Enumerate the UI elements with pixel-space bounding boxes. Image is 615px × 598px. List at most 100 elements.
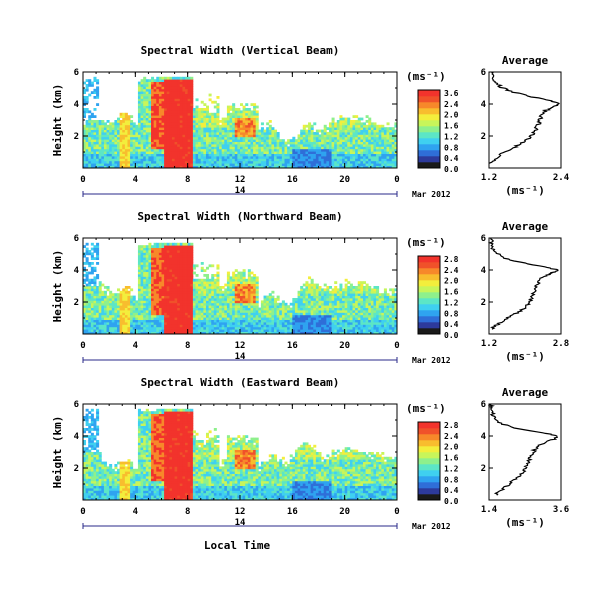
average-profile-line xyxy=(487,403,559,496)
x-tick-label: 16 xyxy=(287,341,298,351)
panel-2: Spectral Width (Northward Beam)0 4 8 12 16 20… xyxy=(51,210,569,365)
colorbar-swatch xyxy=(418,126,440,133)
colorbar-swatch xyxy=(418,476,440,483)
colorbar-swatch xyxy=(418,446,440,453)
y-tick-label: 2 xyxy=(74,132,79,142)
x-tick-label: 4 xyxy=(133,175,139,185)
panel-title: Spectral Width (Northward Beam) xyxy=(137,210,342,223)
colorbar-tick-label: 0.0 xyxy=(444,497,459,506)
colorbar-swatch xyxy=(418,132,440,139)
colorbar-tick-label: 2.8 xyxy=(444,421,459,430)
x-axis-label: Local Time xyxy=(204,539,271,552)
date-bar: 14 xyxy=(82,518,398,529)
panel-1: Spectral Width (Vertical Beam)0 4 8 12 16 20 0… xyxy=(51,44,570,199)
x-tick-label: 12 xyxy=(235,507,246,517)
colorbar-tick-label: 2.4 xyxy=(444,100,459,109)
x-tick-label: 12 xyxy=(235,175,246,185)
colorbar-swatch xyxy=(418,102,440,109)
colorbar-tick-label: 0.4 xyxy=(444,486,459,495)
panel-title: Spectral Width (Vertical Beam) xyxy=(141,44,340,57)
colorbar-tick-label: 1.2 xyxy=(444,298,459,307)
y-tick-label: 6 xyxy=(74,234,79,244)
colorbar-tick-label: 2.4 xyxy=(444,266,459,275)
colorbar-swatch xyxy=(418,488,440,495)
colorbar-swatch xyxy=(418,458,440,465)
colorbar-swatch xyxy=(418,464,440,471)
x-tick-label: 0 xyxy=(394,175,399,185)
x-tick-label: 0 xyxy=(80,341,85,351)
colorbar: (ms⁻¹) 3.6 2.4 2.0 1.61.2 0.8 0.4 0.0 xyxy=(406,70,459,174)
heatmap-cells xyxy=(83,76,398,169)
colorbar-swatch xyxy=(418,108,440,115)
colorbar-tick-label: 2.4 xyxy=(444,432,459,441)
colorbar-swatch xyxy=(418,298,440,305)
y-tick-label: 6 xyxy=(74,68,79,78)
colorbar-tick-label: 0.0 xyxy=(444,331,459,340)
average-title: Average xyxy=(502,386,549,399)
colorbar-swatch xyxy=(418,280,440,287)
average-x-tick-label: 1.4 xyxy=(481,505,498,515)
y-tick-label: 4 xyxy=(74,100,80,110)
date-bar: 14 xyxy=(82,352,398,363)
colorbar-swatch xyxy=(418,114,440,121)
colorbar-swatch xyxy=(418,96,440,103)
average-x-tick-label: 2.8 xyxy=(553,339,569,349)
colorbar-unit: (ms⁻¹) xyxy=(406,402,446,415)
colorbar-swatch xyxy=(418,120,440,127)
x-tick-label: 20 xyxy=(339,175,350,185)
colorbar-swatch xyxy=(418,162,440,169)
colorbar-swatch xyxy=(418,286,440,293)
y-tick-label: 4 xyxy=(74,432,80,442)
colorbar-unit: (ms⁻¹) xyxy=(406,70,446,83)
colorbar-tick-label: 1.6 xyxy=(444,454,459,463)
average-profile: Average 2 4 6 1.2 2.8 (ms⁻¹) xyxy=(481,220,570,363)
x-tick-label: 0 xyxy=(80,175,85,185)
colorbar-swatch xyxy=(418,156,440,163)
colorbar-frame xyxy=(417,421,441,501)
y-tick-label: 4 xyxy=(74,266,80,276)
colorbar-tick-label: 2.0 xyxy=(444,443,459,452)
average-profile-line xyxy=(488,71,560,164)
colorbar-swatch xyxy=(418,304,440,311)
day-label: 14 xyxy=(235,518,246,528)
colorbar-swatch xyxy=(418,150,440,157)
colorbar-tick-label: 0.8 xyxy=(444,309,459,318)
colorbar-swatch xyxy=(418,316,440,323)
colorbar-swatch xyxy=(418,262,440,269)
average-y-tick-label: 4 xyxy=(481,266,487,276)
colorbar-swatch xyxy=(418,422,440,429)
colorbar: (ms⁻¹) 2.8 2.4 2.0 1.61.2 0.8 0.4 0.0 xyxy=(406,402,459,506)
x-tick-label: 4 xyxy=(133,507,139,517)
average-unit: (ms⁻¹) xyxy=(505,350,545,363)
colorbar-tick-label: 1.2 xyxy=(444,464,459,473)
x-tick-label: 0 xyxy=(394,507,399,517)
colorbar-swatch xyxy=(418,428,440,435)
colorbar-swatch xyxy=(418,470,440,477)
x-tick-label: 20 xyxy=(339,507,350,517)
day-label: 14 xyxy=(235,186,246,196)
colorbar-swatch xyxy=(418,434,440,441)
colorbar-swatch xyxy=(418,310,440,317)
average-x-tick-label: 3.6 xyxy=(553,505,569,515)
colorbar-tick-label: 0.8 xyxy=(444,143,459,152)
y-tick-label: 2 xyxy=(74,298,79,308)
colorbar-swatch xyxy=(418,144,440,151)
x-tick-label: 12 xyxy=(235,341,246,351)
y-tick-label: 2 xyxy=(74,464,79,474)
colorbar-tick-label: 0.4 xyxy=(444,320,459,329)
colorbar-tick-label: 2.0 xyxy=(444,111,459,120)
day-label: 14 xyxy=(235,352,246,362)
date-label: Mar 2012 xyxy=(412,522,451,531)
x-tick-label: 0 xyxy=(394,341,399,351)
panel-title: Spectral Width (Eastward Beam) xyxy=(141,376,340,389)
y-axis-label: Height (km) xyxy=(51,416,64,489)
average-x-tick-label: 2.4 xyxy=(553,173,570,183)
x-tick-label: 16 xyxy=(287,175,298,185)
colorbar-tick-label: 0.4 xyxy=(444,154,459,163)
colorbar-frame xyxy=(417,89,441,169)
colorbar-tick-label: 1.6 xyxy=(444,288,459,297)
colorbar-tick-label: 0.0 xyxy=(444,165,459,174)
average-y-tick-label: 4 xyxy=(481,100,487,110)
colorbar-unit: (ms⁻¹) xyxy=(406,236,446,249)
average-x-tick-label: 1.2 xyxy=(481,173,497,183)
